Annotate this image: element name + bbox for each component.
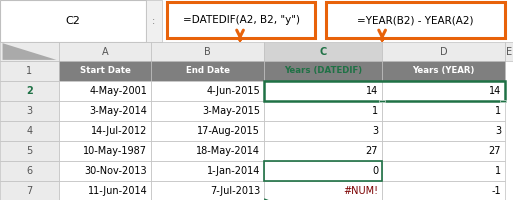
Text: E: E (506, 47, 512, 57)
Text: 1: 1 (495, 106, 501, 116)
Text: 7-Jul-2013: 7-Jul-2013 (210, 186, 260, 196)
Text: C2: C2 (66, 16, 81, 26)
Bar (0, 101, 59, 121)
Bar (59, 61, 151, 81)
Bar (59, 181, 151, 200)
Text: 27: 27 (366, 146, 378, 156)
Bar (382, 61, 505, 81)
Bar (59, 101, 151, 121)
Bar (264, 81, 505, 101)
Text: 4-May-2001: 4-May-2001 (89, 86, 147, 96)
Bar (382, 42, 505, 61)
Text: 17-Aug-2015: 17-Aug-2015 (197, 126, 260, 136)
Bar (151, 141, 264, 161)
Bar (505, 42, 513, 61)
Bar (264, 42, 382, 61)
Text: 3-May-2014: 3-May-2014 (89, 106, 147, 116)
Text: 0: 0 (372, 166, 378, 176)
Text: 18-May-2014: 18-May-2014 (196, 146, 260, 156)
Text: 7: 7 (26, 186, 33, 196)
Bar (0, 161, 59, 181)
Text: D: D (440, 47, 447, 57)
Text: Start Date: Start Date (80, 66, 131, 75)
Bar (0, 0, 146, 42)
Text: 10-May-1987: 10-May-1987 (83, 146, 147, 156)
Text: 14-Jul-2012: 14-Jul-2012 (91, 126, 147, 136)
Bar (151, 161, 264, 181)
Text: 1: 1 (495, 166, 501, 176)
Text: End Date: End Date (186, 66, 230, 75)
Text: #NUM!: #NUM! (343, 186, 378, 196)
Text: 27: 27 (488, 146, 501, 156)
Bar (0, 181, 59, 200)
Bar (0, 81, 59, 101)
Text: 3: 3 (495, 126, 501, 136)
Text: 4-Jun-2015: 4-Jun-2015 (206, 86, 260, 96)
Bar (382, 81, 505, 101)
Bar (382, 161, 505, 181)
Polygon shape (3, 43, 56, 60)
Bar (264, 121, 382, 141)
Text: Years (DATEDIF): Years (DATEDIF) (284, 66, 362, 75)
Text: 1: 1 (27, 66, 32, 76)
Bar (382, 141, 505, 161)
Text: 2: 2 (26, 86, 33, 96)
Bar (382, 121, 505, 141)
Bar (0, 141, 59, 161)
Text: 3: 3 (372, 126, 378, 136)
Bar (151, 181, 264, 200)
Bar (0, 121, 59, 141)
Text: C: C (320, 47, 327, 57)
Text: 1: 1 (372, 106, 378, 116)
Text: B: B (204, 47, 211, 57)
Text: A: A (102, 47, 108, 57)
Text: -1: -1 (491, 186, 501, 196)
Bar (146, 0, 162, 42)
Bar (59, 141, 151, 161)
Text: 4: 4 (27, 126, 32, 136)
Polygon shape (264, 198, 271, 200)
Text: 11-Jun-2014: 11-Jun-2014 (87, 186, 147, 196)
Text: :: : (152, 16, 155, 26)
Bar (151, 81, 264, 101)
Text: =DATEDIF(A2, B2, "y"): =DATEDIF(A2, B2, "y") (183, 15, 300, 25)
Bar (382, 101, 505, 121)
Text: 14: 14 (489, 86, 501, 96)
Text: 6: 6 (27, 166, 32, 176)
Text: 3-May-2015: 3-May-2015 (202, 106, 260, 116)
Bar (59, 121, 151, 141)
Text: 3: 3 (27, 106, 32, 116)
Bar (500, 100, 506, 102)
Bar (264, 101, 382, 121)
Text: 5: 5 (26, 146, 33, 156)
Text: 30-Nov-2013: 30-Nov-2013 (85, 166, 147, 176)
Bar (264, 81, 382, 101)
Bar (59, 81, 151, 101)
Bar (326, 2, 505, 38)
Bar (0, 42, 59, 61)
Bar (379, 100, 385, 102)
Bar (59, 161, 151, 181)
Bar (264, 61, 382, 81)
Bar (264, 161, 382, 181)
Text: =YEAR(B2) - YEAR(A2): =YEAR(B2) - YEAR(A2) (357, 15, 473, 25)
Bar (264, 161, 382, 181)
Bar (0, 61, 59, 81)
Bar (59, 42, 151, 61)
Bar (151, 101, 264, 121)
Bar (151, 61, 264, 81)
Bar (151, 121, 264, 141)
Bar (264, 141, 382, 161)
Bar (382, 181, 505, 200)
Bar (167, 2, 315, 38)
Bar (264, 181, 382, 200)
Text: 14: 14 (366, 86, 378, 96)
Text: Years (YEAR): Years (YEAR) (412, 66, 475, 75)
Text: 1-Jan-2014: 1-Jan-2014 (207, 166, 260, 176)
Bar (151, 42, 264, 61)
